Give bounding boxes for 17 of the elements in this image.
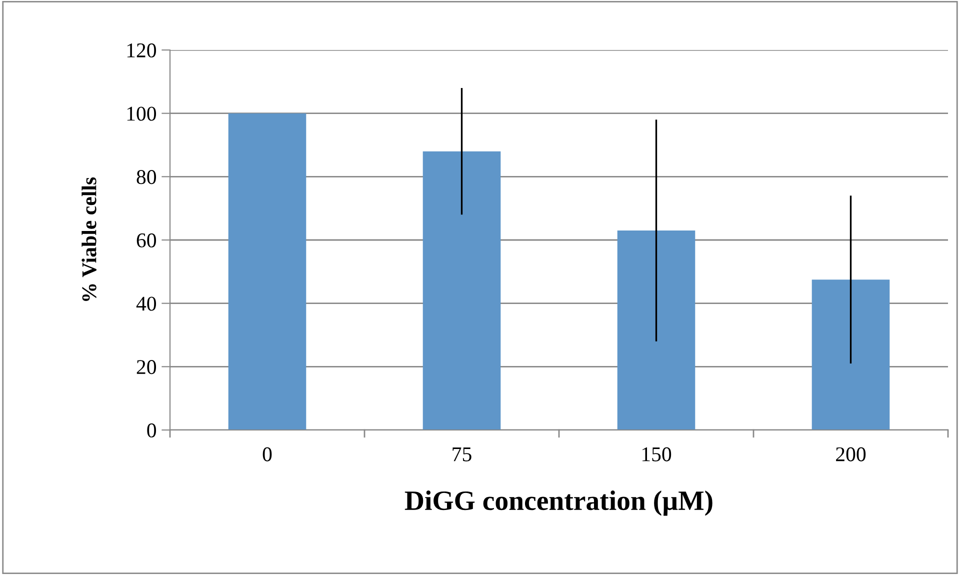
y-tick-label: 20: [136, 360, 156, 374]
y-tick-label: 100: [127, 106, 156, 121]
y-tick-label: 40: [136, 296, 156, 311]
y-tick-label: 80: [136, 170, 156, 184]
y-axis-title: % Viable cells: [82, 177, 96, 301]
x-tick-label: 75: [452, 447, 472, 462]
bar: [228, 113, 306, 430]
y-tick-label: 60: [136, 233, 156, 248]
x-axis-title: DiGG concentration (µM): [404, 490, 712, 516]
x-tick-label: 200: [836, 447, 866, 462]
y-tick-label: 120: [127, 43, 156, 58]
bar: [422, 151, 501, 430]
bar: [617, 230, 696, 430]
bar: [812, 280, 890, 430]
y-tick-label: 0: [147, 423, 156, 438]
x-tick-label: 0: [262, 447, 272, 462]
x-tick-label: 150: [642, 447, 672, 462]
